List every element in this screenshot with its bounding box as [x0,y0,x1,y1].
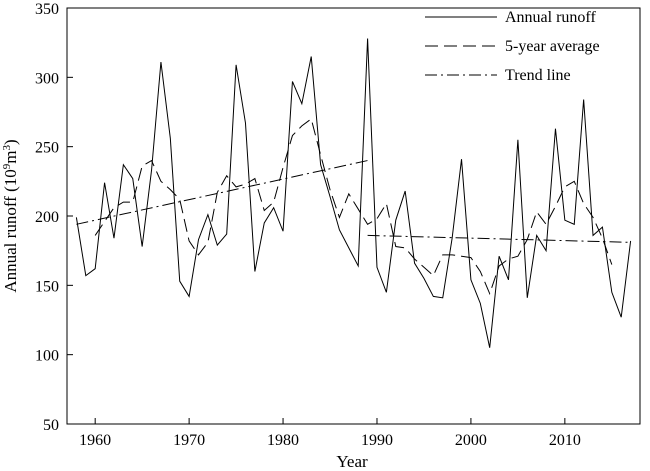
series-5-year-average [94,118,613,296]
series-trend-line-segment-1 [76,160,368,225]
y-tick-label-100: 100 [35,348,59,365]
y-tick-label-50: 50 [43,417,59,434]
y-tick-label-200: 200 [35,209,59,226]
legend-label-5-year-average: 5-year average [505,38,600,55]
x-axis-title: Year [336,452,368,471]
x-tick-label-1990: 1990 [361,432,393,449]
x-tick-label-2010: 2010 [549,432,581,449]
x-tick-label-2000: 2000 [455,432,487,449]
y-tick-label-350: 350 [35,1,59,18]
legend: Annual runoff 5-year average Trend line [425,9,600,84]
series-layer [75,38,632,348]
legend-label-annual-runoff: Annual runoff [505,9,596,26]
series-annual-runoff [75,38,632,348]
y-axis-title: Annual runoff (109m3) [1,139,20,292]
axis-ticks: 1960 1970 1980 1990 2000 2010 50 100 150 200 250 30… [35,1,581,449]
series-trend-line-segment-2 [367,234,631,243]
y-tick-label-250: 250 [35,140,59,157]
y-tick-label-150: 150 [35,278,59,295]
x-tick-label-1970: 1970 [173,432,205,449]
legend-label-trend-line: Trend line [505,67,571,84]
x-tick-label-1980: 1980 [267,432,299,449]
y-tick-label-300: 300 [35,70,59,87]
x-tick-label-1960: 1960 [79,432,111,449]
